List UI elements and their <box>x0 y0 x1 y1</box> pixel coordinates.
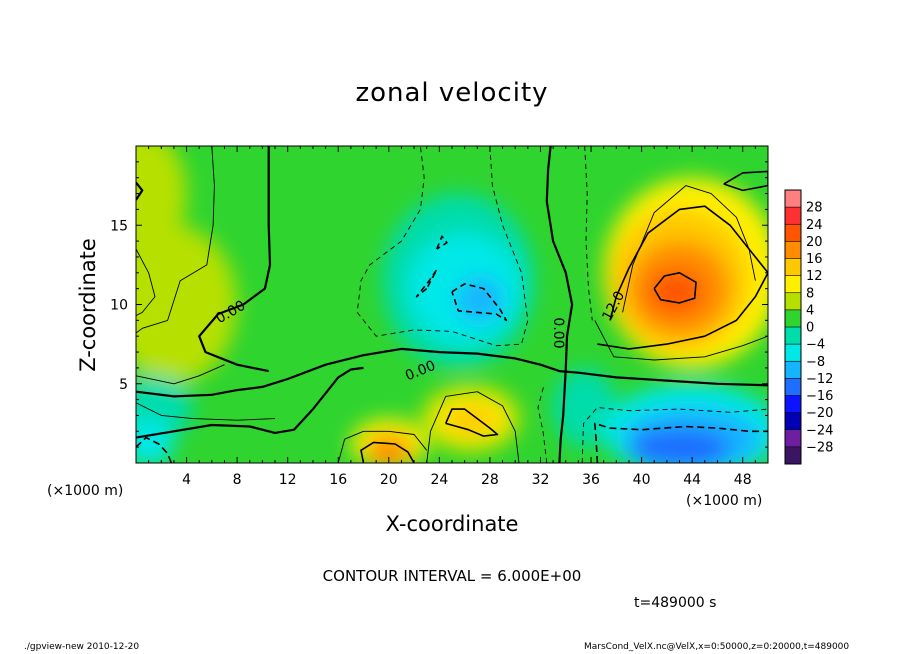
x-tick-label-8: 8 <box>233 472 242 488</box>
field-blob-6 <box>457 277 503 322</box>
field-blob-14 <box>647 269 704 315</box>
contour-line-7 <box>653 272 697 304</box>
colorbar-band-10 <box>785 361 801 379</box>
x-axis-unit-left: (×1000 m) <box>47 483 124 499</box>
colorbar-label-4: 12 <box>806 269 823 284</box>
field-blob-7 <box>553 367 617 448</box>
contour-line-25 <box>594 320 768 361</box>
x-tick-label-16: 16 <box>329 472 347 488</box>
contour-line-2 <box>545 146 574 463</box>
x-tick-label-20: 20 <box>380 472 398 488</box>
contour-line-15 <box>451 283 508 322</box>
x-tick-label-36: 36 <box>582 472 600 488</box>
field-blob-10 <box>628 428 731 463</box>
contour-line-26 <box>622 185 756 313</box>
time-label: t=489000 s <box>634 595 717 611</box>
x-tick-label-32: 32 <box>532 472 550 488</box>
colorbar-label-3: 16 <box>806 252 823 267</box>
x-axis-unit-right: (×1000 m) <box>686 493 763 509</box>
contour-line-9 <box>444 408 499 437</box>
footer-dataset-info: MarsCond_VelX.nc@VelX,x=0:50000,z=0:2000… <box>584 642 850 652</box>
field-blob-19 <box>366 434 412 463</box>
contour-line-1 <box>136 366 364 439</box>
contour-line-21 <box>136 364 225 385</box>
contour-line-18 <box>584 146 593 321</box>
contour-line-13 <box>415 268 438 298</box>
colorbar-label-1: 24 <box>806 218 823 233</box>
y-tick-label-5: 5 <box>119 377 128 393</box>
colorbar-band-1 <box>785 207 801 225</box>
field-blob-1 <box>136 225 238 384</box>
contour-line-27 <box>136 402 276 421</box>
y-axis-ticks: 5 10 15 <box>110 145 768 464</box>
colorbar-band-14 <box>785 429 801 448</box>
contour-line-24 <box>337 430 428 463</box>
colorbar-label-11: −16 <box>806 389 833 404</box>
contour-line-5 <box>609 205 768 321</box>
colorbar-band-11 <box>785 378 801 396</box>
x-tick-label-28: 28 <box>481 472 499 488</box>
contour-line-22 <box>136 248 156 317</box>
colorbar-band-7 <box>785 309 801 328</box>
x-axis-label: X-coordinate <box>385 512 519 536</box>
x-tick-label-12: 12 <box>279 472 297 488</box>
colorbar-label-7: 0 <box>806 321 814 336</box>
contour-lines <box>136 146 768 463</box>
footer-program-info: ./gpview-new 2010-12-20 <box>24 642 140 652</box>
contour-interval-label: CONTOUR INTERVAL = 6.000E+00 <box>322 567 582 585</box>
colorbar-band-5 <box>785 275 801 294</box>
x-axis-ticks: 4 8 12 16 20 24 28 32 36 40 44 48 <box>135 146 769 488</box>
colorbar-band-12 <box>785 395 801 414</box>
contour-line-12 <box>136 436 173 463</box>
colorbar-band-2 <box>785 224 801 242</box>
x-tick-label-40: 40 <box>633 472 651 488</box>
contour-line-3 <box>198 146 272 373</box>
chart-title: zonal velocity <box>355 78 549 108</box>
colorbar-label-14: −28 <box>806 440 833 455</box>
contour-line-23 <box>426 391 520 463</box>
y-tick-label-10: 10 <box>110 298 128 314</box>
y-tick-label-15: 15 <box>110 218 128 234</box>
colorbar-band-8 <box>785 327 801 345</box>
colorbar: 28 24 20 16 12 8 4 0 −4 −8 −12 −16 −20 −24 −28 <box>784 189 833 465</box>
x-tick-label-4: 4 <box>182 472 191 488</box>
contour-line-8 <box>723 170 768 192</box>
x-tick-label-24: 24 <box>430 472 448 488</box>
contour-line-20 <box>136 146 215 334</box>
colorbar-label-8: −4 <box>806 338 825 353</box>
contour-line-19 <box>581 407 768 463</box>
contour-line-10 <box>360 441 415 463</box>
x-tick-label-48: 48 <box>734 472 752 488</box>
colorbar-label-9: −8 <box>806 355 825 370</box>
contour-label-2: 0.00 <box>550 317 566 348</box>
contour-line-4 <box>136 181 144 201</box>
x-tick-label-44: 44 <box>683 472 701 488</box>
colorbar-label-5: 8 <box>806 286 814 301</box>
contour-line-0 <box>136 347 768 398</box>
colorbar-band-6 <box>785 292 801 311</box>
field-blob-3 <box>136 418 174 463</box>
field-blobs <box>136 146 768 463</box>
colorbar-band-4 <box>785 258 801 277</box>
colorbar-label-13: −24 <box>806 423 833 438</box>
colorbar-label-12: −20 <box>806 406 833 421</box>
colorbar-band-13 <box>785 412 801 431</box>
colorbar-band-9 <box>785 344 801 362</box>
colorbar-band-3 <box>785 241 801 259</box>
contour-line-6 <box>597 272 768 350</box>
colorbar-label-2: 20 <box>806 235 823 250</box>
colorbar-label-0: 28 <box>806 201 823 216</box>
colorbar-label-6: 4 <box>806 303 814 318</box>
colorbar-band-15 <box>785 446 801 465</box>
colorbar-band-0 <box>785 190 801 208</box>
colorbar-label-10: −12 <box>806 372 833 387</box>
